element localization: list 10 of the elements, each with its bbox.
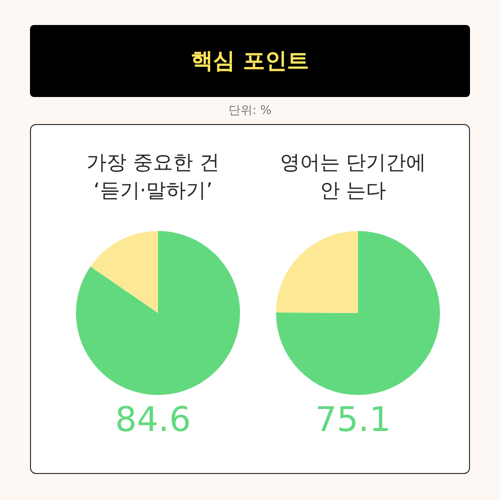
pie-slice xyxy=(90,231,158,313)
data-label: 75.1 xyxy=(315,400,391,440)
data-label: 84.6 xyxy=(115,400,191,440)
pie-slice xyxy=(276,231,358,313)
chart-title: 영어는 단기간에 안 는다 xyxy=(278,149,428,204)
pie-slice xyxy=(276,231,440,395)
text: 단위: % xyxy=(227,102,273,119)
chart-title: 가장 중요한 건 ‘듣기·말하기’ xyxy=(86,149,220,204)
pie-slice xyxy=(76,231,240,395)
text: 핵심 포인트 xyxy=(30,25,470,97)
